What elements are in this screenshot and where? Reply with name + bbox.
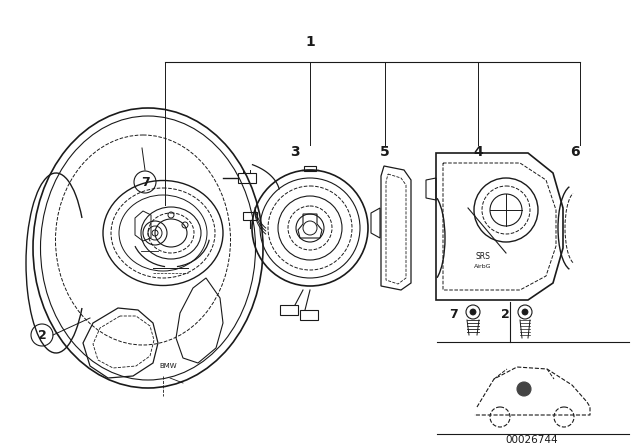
Circle shape xyxy=(470,309,476,315)
Text: 00026744: 00026744 xyxy=(506,435,558,445)
Circle shape xyxy=(522,309,528,315)
Text: 6: 6 xyxy=(570,145,580,159)
Circle shape xyxy=(517,382,531,396)
Text: 4: 4 xyxy=(473,145,483,159)
Text: 2: 2 xyxy=(500,307,509,320)
Text: BMW: BMW xyxy=(159,363,177,369)
Text: 2: 2 xyxy=(38,328,46,341)
Text: 7: 7 xyxy=(449,307,458,320)
Text: SRS: SRS xyxy=(476,251,490,260)
Text: 5: 5 xyxy=(380,145,390,159)
Text: AirbG: AirbG xyxy=(474,263,492,268)
Text: 7: 7 xyxy=(141,176,149,189)
Text: 1: 1 xyxy=(305,35,315,49)
Text: 3: 3 xyxy=(290,145,300,159)
